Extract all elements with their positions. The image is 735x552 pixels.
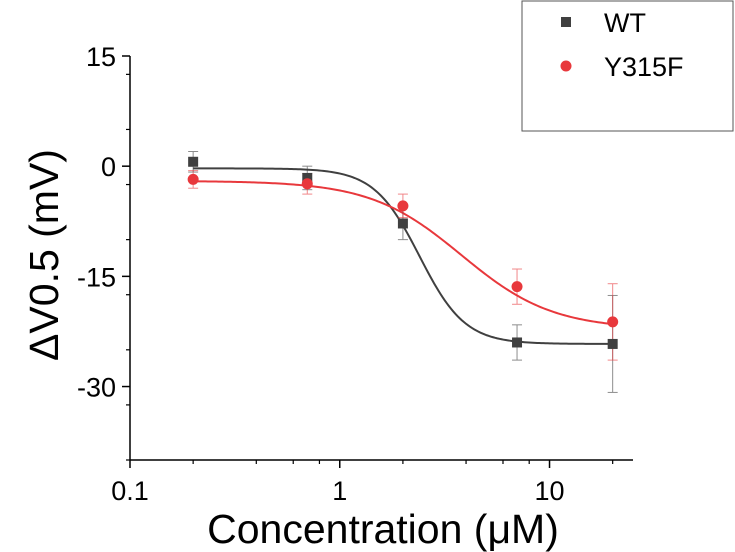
data-point-wt xyxy=(397,218,408,229)
data-point-wt xyxy=(607,338,618,349)
legend: WT Y315F xyxy=(521,0,734,132)
x-tick-label: 0.1 xyxy=(111,476,149,506)
data-point-wt xyxy=(512,337,523,348)
axes: 15 0 -15 -30 0.1 1 10 xyxy=(77,42,633,506)
y-tick-label: -30 xyxy=(77,373,116,403)
data-point-y315f xyxy=(607,316,619,328)
legend-box xyxy=(521,0,734,132)
y-axis-title: ΔV0.5 (mV) xyxy=(21,149,67,361)
error-bars xyxy=(188,150,618,393)
data-point-y315f xyxy=(187,173,199,185)
legend-label-wt: WT xyxy=(604,8,646,38)
legend-marker-y315f xyxy=(560,60,572,72)
data-points xyxy=(187,156,619,349)
data-point-y315f xyxy=(397,200,409,212)
y-tick-label: 15 xyxy=(86,42,116,72)
data-point-y315f xyxy=(511,281,523,293)
data-point-y315f xyxy=(301,178,313,190)
x-tick-label: 10 xyxy=(535,476,565,506)
data-point-wt xyxy=(302,172,313,183)
y-tick-label: -15 xyxy=(77,262,116,292)
data-point-wt xyxy=(188,156,199,167)
x-tick-label: 1 xyxy=(332,476,347,506)
y-tick-label: 0 xyxy=(101,152,116,182)
legend-marker-wt xyxy=(561,17,571,27)
legend-label-y315f: Y315F xyxy=(604,52,684,82)
x-axis-title: Concentration (μM) xyxy=(207,506,559,552)
